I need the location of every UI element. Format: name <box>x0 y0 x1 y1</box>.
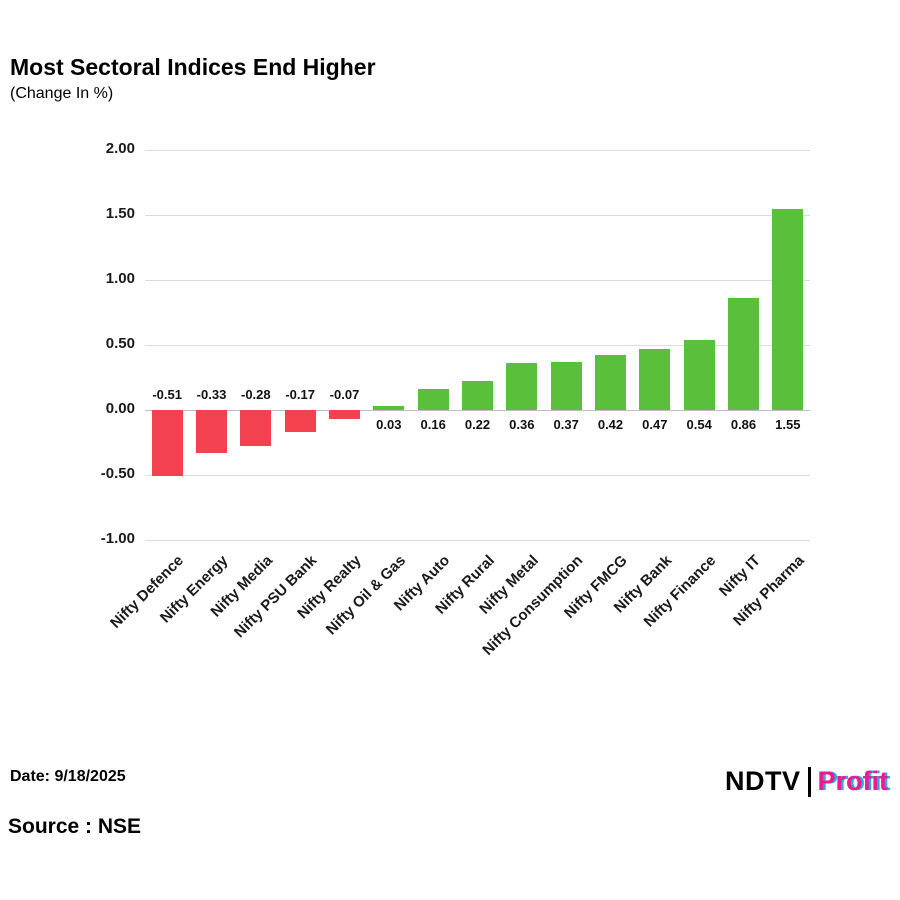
bar <box>550 361 582 410</box>
bar <box>728 298 759 410</box>
gridline <box>145 280 810 281</box>
bar-value-label: 0.86 <box>730 417 757 432</box>
bar <box>240 410 272 447</box>
bar <box>506 363 538 410</box>
y-axis-tick-label: 1.00 <box>105 270 135 287</box>
bar-value-label: 0.16 <box>420 417 446 432</box>
bar <box>595 355 626 410</box>
bar-value-label: 0.37 <box>553 417 579 432</box>
plot-area <box>145 150 810 541</box>
bar-value-label: 1.55 <box>775 417 801 432</box>
gridline <box>145 215 810 216</box>
bar-value-label: -0.28 <box>241 387 271 402</box>
bar-value-label: -0.07 <box>329 387 360 402</box>
bar <box>683 339 715 410</box>
date-label: Date: 9/18/2025 <box>10 768 126 785</box>
y-axis-tick-label: -1.00 <box>100 530 135 547</box>
source-label: Source : NSE <box>8 815 142 838</box>
bar <box>196 410 227 453</box>
profit-logo-text: Profit <box>817 766 889 796</box>
y-axis-tick-label: 2.00 <box>105 140 135 157</box>
bar <box>373 406 405 410</box>
bar <box>462 381 493 410</box>
bar <box>284 410 316 433</box>
gridline <box>145 540 810 541</box>
y-axis-tick-label: -0.50 <box>100 465 135 482</box>
ndtv-logo-text: NDTV <box>725 766 801 796</box>
bar-value-label: 0.22 <box>464 417 491 432</box>
bar-value-label: -0.17 <box>285 387 315 402</box>
x-axis-category-label: Nifty Oil & Gas <box>322 552 409 639</box>
bar-value-label: -0.51 <box>152 387 182 402</box>
y-axis-tick-label: 0.00 <box>105 400 135 417</box>
bar-value-label: 0.47 <box>642 417 668 432</box>
gridline <box>145 150 810 151</box>
gridline <box>145 475 810 476</box>
bar-value-label: 0.54 <box>686 417 712 432</box>
logo-separator <box>807 766 811 797</box>
bar-value-label: 0.03 <box>376 417 402 432</box>
chart-title: Most Sectoral Indices End Higher <box>10 54 376 80</box>
chart-subtitle: (Change In %) <box>10 85 114 102</box>
bar <box>639 348 671 410</box>
bar-value-label: 0.36 <box>509 417 535 432</box>
bar <box>329 410 360 420</box>
bar-value-label: -0.33 <box>196 387 227 402</box>
gridline <box>145 345 810 346</box>
bar <box>417 389 449 410</box>
y-axis-tick-label: 1.50 <box>105 205 135 222</box>
y-axis-tick-label: 0.50 <box>105 335 135 352</box>
bar <box>772 208 804 410</box>
bar <box>151 410 183 477</box>
gridline <box>145 410 810 411</box>
ndtv-profit-logo: NDTV Profit <box>725 766 888 797</box>
bar-value-label: 0.42 <box>597 417 624 432</box>
